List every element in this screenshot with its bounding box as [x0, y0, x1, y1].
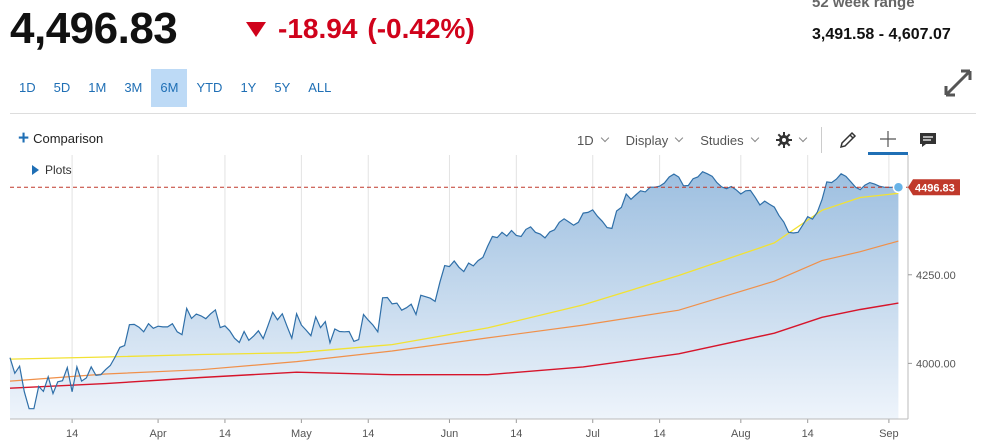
- period-1m[interactable]: 1M: [88, 80, 107, 95]
- down-arrow-icon: [246, 21, 266, 37]
- period-5d[interactable]: 5D: [53, 80, 71, 95]
- y-tick-label: 4000.00: [916, 358, 956, 370]
- period-ytd[interactable]: YTD: [196, 80, 223, 95]
- chevron-down-icon: [675, 133, 684, 143]
- x-tick-label: 14: [66, 428, 78, 440]
- last-price-dot: [892, 181, 905, 194]
- change-value: -18.94: [278, 13, 358, 44]
- studies-label: Studies: [700, 132, 744, 148]
- expand-icon[interactable]: [943, 68, 973, 98]
- price-change: -18.94 (-0.42%): [246, 13, 475, 45]
- comparison-button[interactable]: + Comparison: [18, 127, 104, 149]
- range-value: 3,491.58 - 4,607.07: [812, 26, 951, 43]
- toolbar-separator: [820, 127, 822, 153]
- plots-label: Plots: [45, 163, 72, 177]
- x-tick-label: 14: [802, 428, 814, 440]
- period-3m[interactable]: 3M: [124, 80, 143, 95]
- triangle-right-icon: [32, 165, 39, 175]
- x-tick-label: 14: [362, 428, 374, 440]
- studies-dropdown[interactable]: Studies: [691, 133, 766, 148]
- x-tick-label: May: [291, 428, 312, 440]
- chevron-down-icon: [750, 133, 759, 143]
- plus-icon: +: [18, 127, 30, 149]
- interval-dropdown[interactable]: 1D: [568, 133, 617, 148]
- chart-axes: 14 Apr 14 May 14 Jun 14 Jul 14 Aug 14 Sep 4000.00 425…: [10, 155, 956, 440]
- last-price: 4,496.83: [10, 4, 178, 53]
- period-5y[interactable]: 5Y: [274, 80, 291, 95]
- x-tick-label: Sep: [879, 428, 899, 440]
- price-area: [10, 171, 899, 419]
- x-tick-label: Aug: [731, 428, 751, 440]
- comment-icon: [919, 133, 936, 147]
- settings-dropdown[interactable]: [767, 132, 815, 148]
- period-all[interactable]: ALL: [308, 80, 332, 95]
- period-1d[interactable]: 1D: [19, 80, 36, 95]
- display-label: Display: [625, 132, 669, 148]
- price-chart: 14 Apr 14 May 14 Jun 14 Jul 14 Aug 14 Sep 4000.00 425…: [9, 155, 960, 440]
- x-tick-label: Jun: [441, 428, 459, 440]
- last-price-marker: 4496.83: [892, 179, 960, 196]
- x-tick-label: 14: [219, 428, 231, 440]
- comparison-label: Comparison: [33, 131, 104, 146]
- annotation-tool[interactable]: [908, 125, 948, 155]
- plots-toggle[interactable]: Plots: [32, 163, 72, 177]
- display-dropdown[interactable]: Display: [617, 133, 692, 148]
- x-tick-label: 14: [510, 428, 522, 440]
- range-label: 52 week range: [812, 0, 915, 11]
- period-1y[interactable]: 1Y: [240, 80, 257, 95]
- last-price-label: 4496.83: [915, 182, 955, 194]
- chevron-down-icon: [798, 133, 807, 143]
- price-line: [9, 170, 899, 410]
- x-tick-label: Apr: [150, 428, 167, 440]
- period-selector: 1D 5D 1M 3M 6M YTD 1Y 5Y ALL: [10, 69, 340, 107]
- crosshair-tool[interactable]: [867, 125, 908, 155]
- toolbar-divider: [10, 113, 976, 114]
- y-tick-label: 4250.00: [916, 270, 956, 282]
- pencil-icon: [839, 131, 856, 149]
- moving-average-yellow-line: [9, 192, 899, 360]
- moving-average-red-line: [9, 302, 899, 389]
- interval-label: 1D: [577, 132, 594, 148]
- x-tick-label: Jul: [586, 428, 600, 440]
- crosshair-icon: [879, 130, 896, 147]
- x-tick-label: 14: [653, 428, 665, 440]
- draw-tool[interactable]: [828, 125, 868, 155]
- period-6m[interactable]: 6M: [151, 69, 188, 107]
- moving-average-orange-line: [9, 240, 899, 382]
- chart-toolbar: 1D Display Studies: [568, 125, 948, 155]
- last-price-tag: [908, 179, 960, 196]
- chevron-down-icon: [600, 133, 609, 143]
- gear-icon: [775, 132, 792, 148]
- change-percent: (-0.42%): [367, 13, 475, 44]
